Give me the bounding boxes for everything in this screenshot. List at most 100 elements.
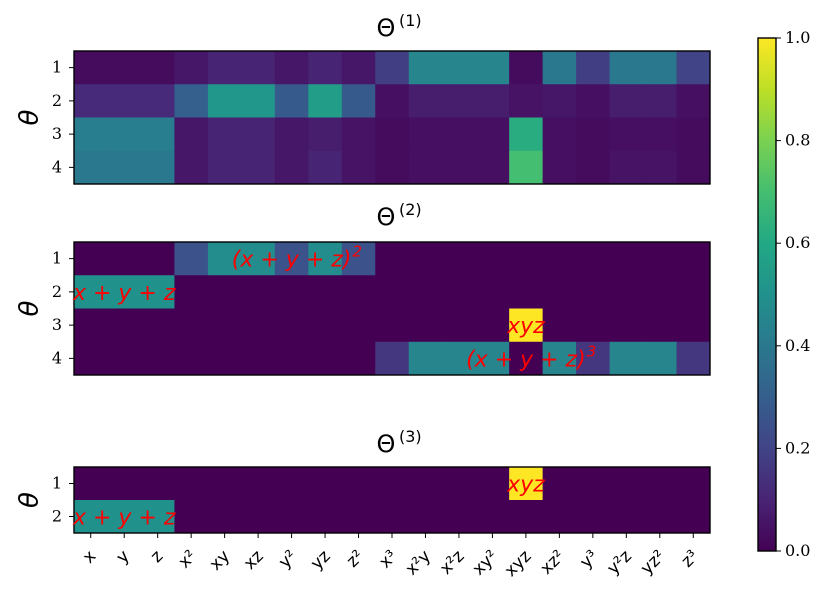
panel-title: Θ: [377, 203, 396, 231]
colorbar-gradient: [758, 38, 776, 551]
annotation-superscript: 2: [352, 243, 362, 261]
heatmap-cell: [609, 467, 644, 501]
y-tick-label: 1: [52, 249, 62, 268]
heatmap-cell: [609, 275, 644, 309]
heatmap-cell: [308, 117, 343, 152]
heatmap-cell: [74, 308, 108, 343]
heatmap-cell: [408, 51, 443, 85]
heatmap-cell: [375, 51, 410, 85]
heatmap-cell: [274, 467, 309, 501]
heatmap-cell: [207, 341, 242, 376]
heatmap-cell: [576, 308, 611, 343]
x-tick-label: xz²: [537, 546, 569, 578]
heatmap-cell: [676, 51, 711, 85]
panel-title: Θ: [377, 430, 396, 458]
heatmap-cell: [140, 150, 175, 185]
y-tick-label: 2: [52, 282, 62, 301]
heatmap-cell: [241, 242, 276, 276]
cell-annotation: (x + y + z): [232, 248, 352, 273]
heatmap-cell: [509, 84, 544, 118]
heatmap-cell: [241, 500, 276, 534]
heatmap-cell: [442, 467, 477, 501]
heatmap-cell: [174, 51, 209, 85]
heatmap-cell: [408, 275, 443, 309]
heatmap-cell: [241, 84, 276, 118]
y-tick-label: 2: [52, 507, 62, 526]
annotation-superscript: 3: [587, 342, 597, 360]
heatmap-cell: [308, 150, 343, 185]
heatmap-cell: [241, 308, 276, 343]
heatmap-cell: [442, 500, 477, 534]
heatmap-cell: [542, 242, 577, 276]
heatmap-cell: [408, 308, 443, 343]
heatmap-cell: [509, 51, 544, 85]
heatmap-cell: [475, 341, 510, 376]
cell-annotation: x + y + z: [72, 281, 176, 306]
heatmap-cell: [408, 341, 443, 376]
heatmap-cell: [408, 467, 443, 501]
cell-annotation: x + y + z: [72, 506, 176, 531]
heatmap-cell: [542, 500, 577, 534]
heatmap-cell: [341, 51, 376, 85]
heatmap-cell: [475, 117, 510, 152]
heatmap-cell: [375, 467, 410, 501]
heatmap-cell: [442, 84, 477, 118]
heatmap-cell: [174, 242, 209, 276]
heatmap-cell: [609, 150, 644, 185]
heatmap-cell: [74, 467, 108, 501]
heatmap-cell: [274, 51, 309, 85]
heatmap-cell: [107, 275, 142, 309]
heatmap-cell: [375, 341, 410, 376]
heatmap-cell: [442, 308, 477, 343]
heatmap-cell: [676, 242, 711, 276]
panel-1: Θ (1) 1 2 3 4 θ: [15, 11, 711, 185]
heatmap-cell: [308, 242, 343, 276]
panel-title-superscript: (1): [399, 11, 422, 30]
colorbar: 0.0 0.2 0.4 0.6 0.8 1.0: [757, 28, 810, 560]
heatmap-cell: [643, 500, 678, 534]
x-tick-label: y²z: [603, 546, 635, 578]
heatmap-cell: [442, 51, 477, 85]
heatmap-cell: [241, 117, 276, 152]
heatmap-cell: [308, 467, 343, 501]
heatmap-cell: [207, 117, 242, 152]
heatmap-cell: [107, 308, 142, 343]
heatmap-cell: [475, 275, 510, 309]
heatmap-cell: [542, 51, 577, 85]
heatmap-cell: [74, 150, 108, 185]
heatmap-cell: [475, 150, 510, 185]
heatmap-cell: [408, 84, 443, 118]
heatmap-cell: [676, 84, 711, 118]
y-tick-label: 4: [52, 157, 62, 176]
heatmap-cell: [609, 308, 644, 343]
heatmap-cell: [274, 500, 309, 534]
colorbar-tick-label: 0.0: [785, 541, 810, 560]
heatmap-cell: [576, 51, 611, 85]
x-tick-label: x³: [375, 546, 401, 572]
heatmap-cell: [308, 308, 343, 343]
heatmap-cell: [341, 341, 376, 376]
y-tick-label: 3: [52, 315, 62, 334]
heatmap-cell: [643, 117, 678, 152]
heatmap-cell: [576, 275, 611, 309]
heatmap-cell: [207, 84, 242, 118]
heatmap-cell: [442, 242, 477, 276]
heatmap-cell: [676, 150, 711, 185]
heatmap-cell: [509, 117, 544, 152]
x-tick-label: xyz: [501, 546, 536, 581]
heatmap-cell: [207, 150, 242, 185]
heatmap-cell: [375, 500, 410, 534]
heatmap-cell: [74, 341, 108, 376]
heatmap-cell: [107, 341, 142, 376]
heatmap-cell: [408, 117, 443, 152]
heatmap-cell: [609, 51, 644, 85]
heatmap-cell: [207, 500, 242, 534]
heatmap-cell: [509, 275, 544, 309]
heatmap-cell: [74, 51, 108, 85]
y-tick-label: 2: [52, 91, 62, 110]
heatmap-cell: [74, 275, 108, 309]
heatmap-cell: [408, 500, 443, 534]
heatmap-cell: [308, 51, 343, 85]
